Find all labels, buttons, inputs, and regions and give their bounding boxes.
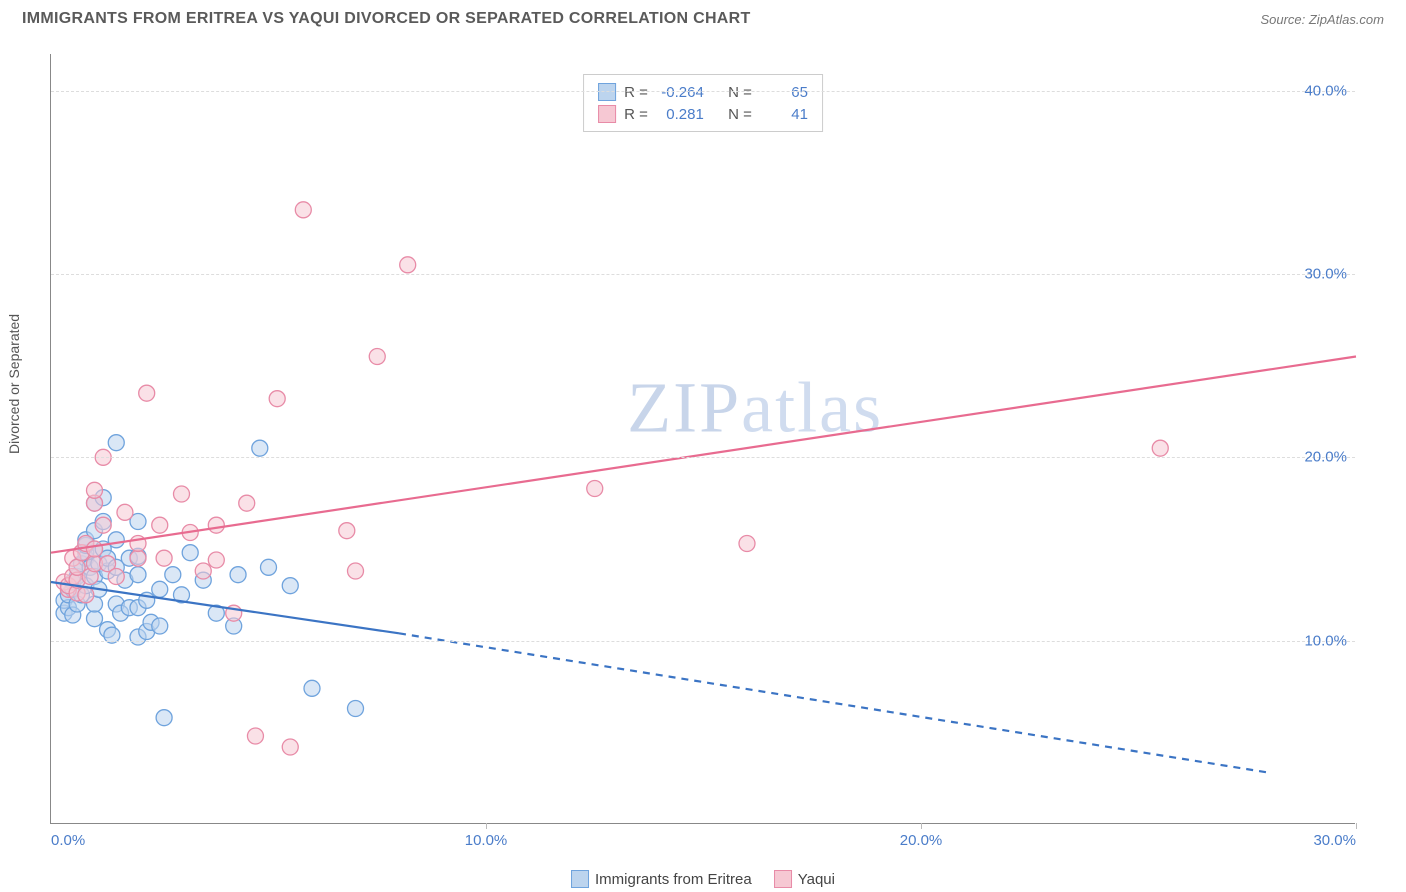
yaqui-swatch-bottom	[774, 870, 792, 888]
legend-label: Immigrants from Eritrea	[595, 871, 752, 888]
series-legend: Immigrants from Eritrea Yaqui	[571, 870, 835, 888]
source-attribution: Source: ZipAtlas.com	[1260, 12, 1384, 27]
y-tick-label: 40.0%	[1304, 82, 1347, 99]
legend-item-yaqui: Yaqui	[774, 870, 835, 888]
chart-container: Divorced or Separated ZIPatlas R = -0.26…	[0, 34, 1406, 890]
x-tick-label: 20.0%	[900, 832, 943, 849]
y-tick-label: 30.0%	[1304, 266, 1347, 283]
y-tick-label: 10.0%	[1304, 632, 1347, 649]
legend-item-eritrea: Immigrants from Eritrea	[571, 870, 752, 888]
y-axis-label: Divorced or Separated	[6, 314, 22, 454]
x-tick-label: 10.0%	[465, 832, 508, 849]
x-tick-label: 30.0%	[1313, 832, 1356, 849]
y-tick-label: 20.0%	[1304, 449, 1347, 466]
scatter-svg	[51, 54, 1356, 824]
x-tick-label: 0.0%	[51, 832, 85, 849]
plot-area: ZIPatlas R = -0.264 N = 65 R = 0.281 N =…	[50, 54, 1355, 824]
chart-header: IMMIGRANTS FROM ERITREA VS YAQUI DIVORCE…	[0, 0, 1406, 34]
legend-label: Yaqui	[798, 871, 835, 888]
eritrea-swatch-bottom	[571, 870, 589, 888]
chart-title: IMMIGRANTS FROM ERITREA VS YAQUI DIVORCE…	[22, 10, 751, 28]
